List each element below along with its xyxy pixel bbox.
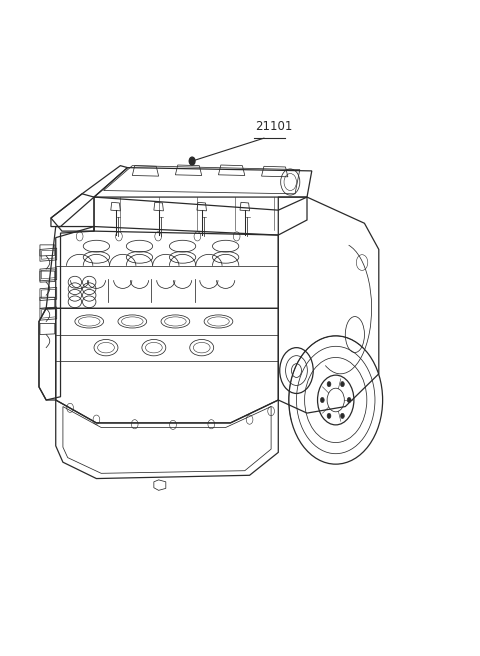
Circle shape (340, 382, 344, 387)
Circle shape (189, 157, 195, 165)
Circle shape (321, 398, 324, 403)
Circle shape (327, 382, 331, 387)
Text: 21101: 21101 (255, 120, 293, 133)
Circle shape (340, 413, 344, 419)
Circle shape (347, 398, 351, 403)
Circle shape (327, 413, 331, 419)
